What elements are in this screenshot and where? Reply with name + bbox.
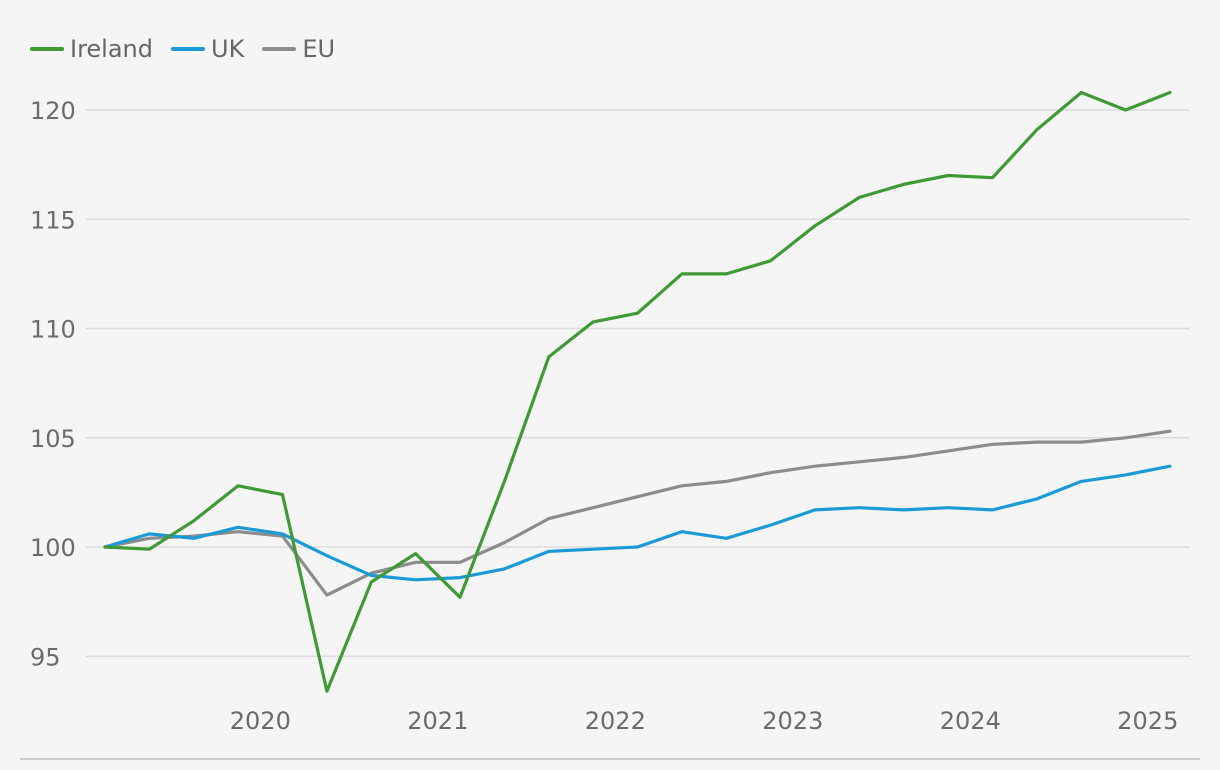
x-tick-label: 2025	[1117, 707, 1178, 735]
series-line-eu	[103, 429, 1172, 597]
legend-item-eu: EU	[262, 34, 335, 64]
x-tick-label: 2023	[762, 707, 823, 735]
x-tick-label: 2022	[585, 707, 646, 735]
grid-layer	[86, 109, 1190, 657]
x-tick-label: 2021	[407, 707, 468, 735]
legend-swatch-uk	[171, 47, 206, 51]
legend-label-eu: EU	[302, 35, 336, 63]
y-tick-label: 105	[30, 425, 76, 453]
x-axis-ticks: 2020 2021 2022 2023 2024 2025	[230, 707, 1179, 735]
series-layer	[103, 90, 1172, 693]
y-tick-label: 120	[30, 97, 76, 125]
series-line-ireland	[103, 90, 1172, 693]
legend-swatch-ireland	[30, 47, 64, 51]
y-tick-label: 100	[30, 534, 76, 562]
y-tick-label: 95	[30, 643, 61, 671]
y-tick-label: 115	[30, 206, 76, 234]
x-tick-label: 2020	[230, 707, 291, 735]
y-axis-ticks: 95 100 105 110 115 120	[30, 97, 76, 671]
legend-swatch-eu	[262, 47, 297, 51]
y-tick-label: 110	[30, 316, 76, 344]
legend-item-uk: UK	[171, 34, 244, 64]
x-tick-label: 2024	[940, 707, 1001, 735]
legend-label-uk: UK	[211, 35, 245, 63]
legend-label-ireland: Ireland	[70, 35, 154, 63]
series-line-uk	[103, 464, 1172, 582]
legend: Ireland UK EU	[30, 34, 353, 64]
legend-item-ireland: Ireland	[30, 34, 153, 64]
